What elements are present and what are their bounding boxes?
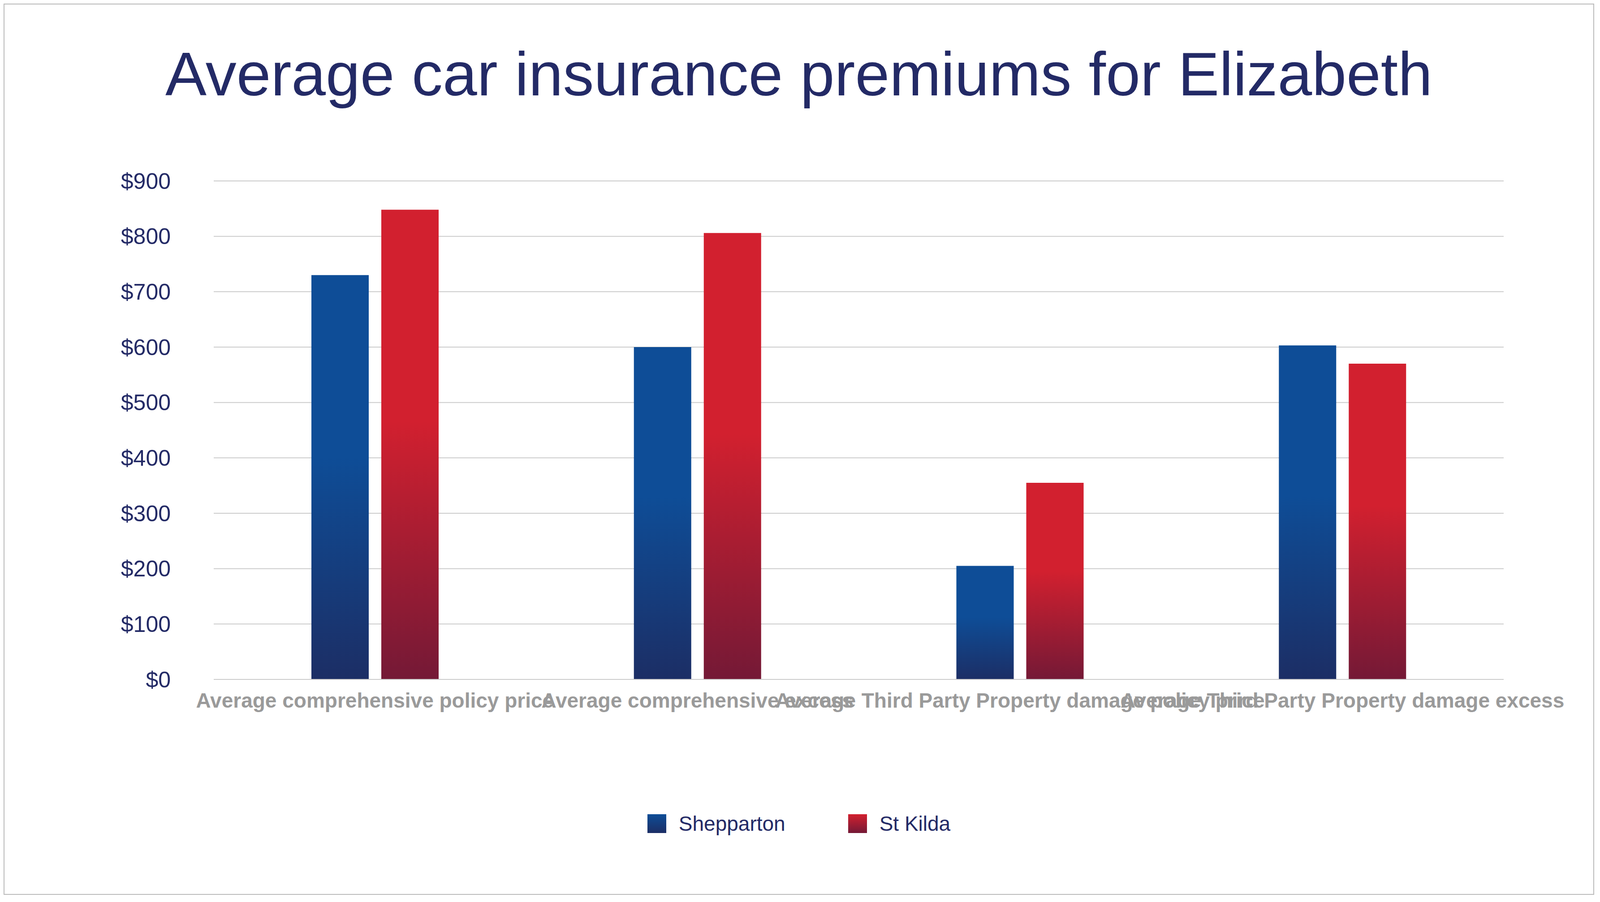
html-text:Average car insurance premiums: Average car insurance premiums for Eliza… <box>165 39 1433 109</box>
svg-text:$100: $100 <box>120 612 171 638</box>
svg-text:$600: $600 <box>120 335 171 361</box>
svg-text:$900: $900 <box>120 168 171 195</box>
svg-text:$800: $800 <box>120 224 171 250</box>
html-text:St Kilda: St Kilda <box>879 812 951 836</box>
svg-text:Average Third Party Property d: Average Third Party Property damage exce… <box>1120 689 1565 713</box>
svg-text:$700: $700 <box>120 279 171 305</box>
svg-text:$0: $0 <box>145 667 171 693</box>
html-text:Shepparton: Shepparton <box>678 812 786 836</box>
svg-text:$500: $500 <box>120 390 171 416</box>
svg-text:Average comprehensive policy p: Average comprehensive policy price <box>196 689 555 713</box>
svg-text:$400: $400 <box>120 445 171 471</box>
svg-text:Average comprehensive excess: Average comprehensive excess <box>541 688 854 713</box>
svg-text:$300: $300 <box>120 501 171 527</box>
svg-text:$200: $200 <box>120 556 171 582</box>
svg-text:Average Third Party Property d: Average Third Party Property damage poli… <box>775 688 1265 713</box>
